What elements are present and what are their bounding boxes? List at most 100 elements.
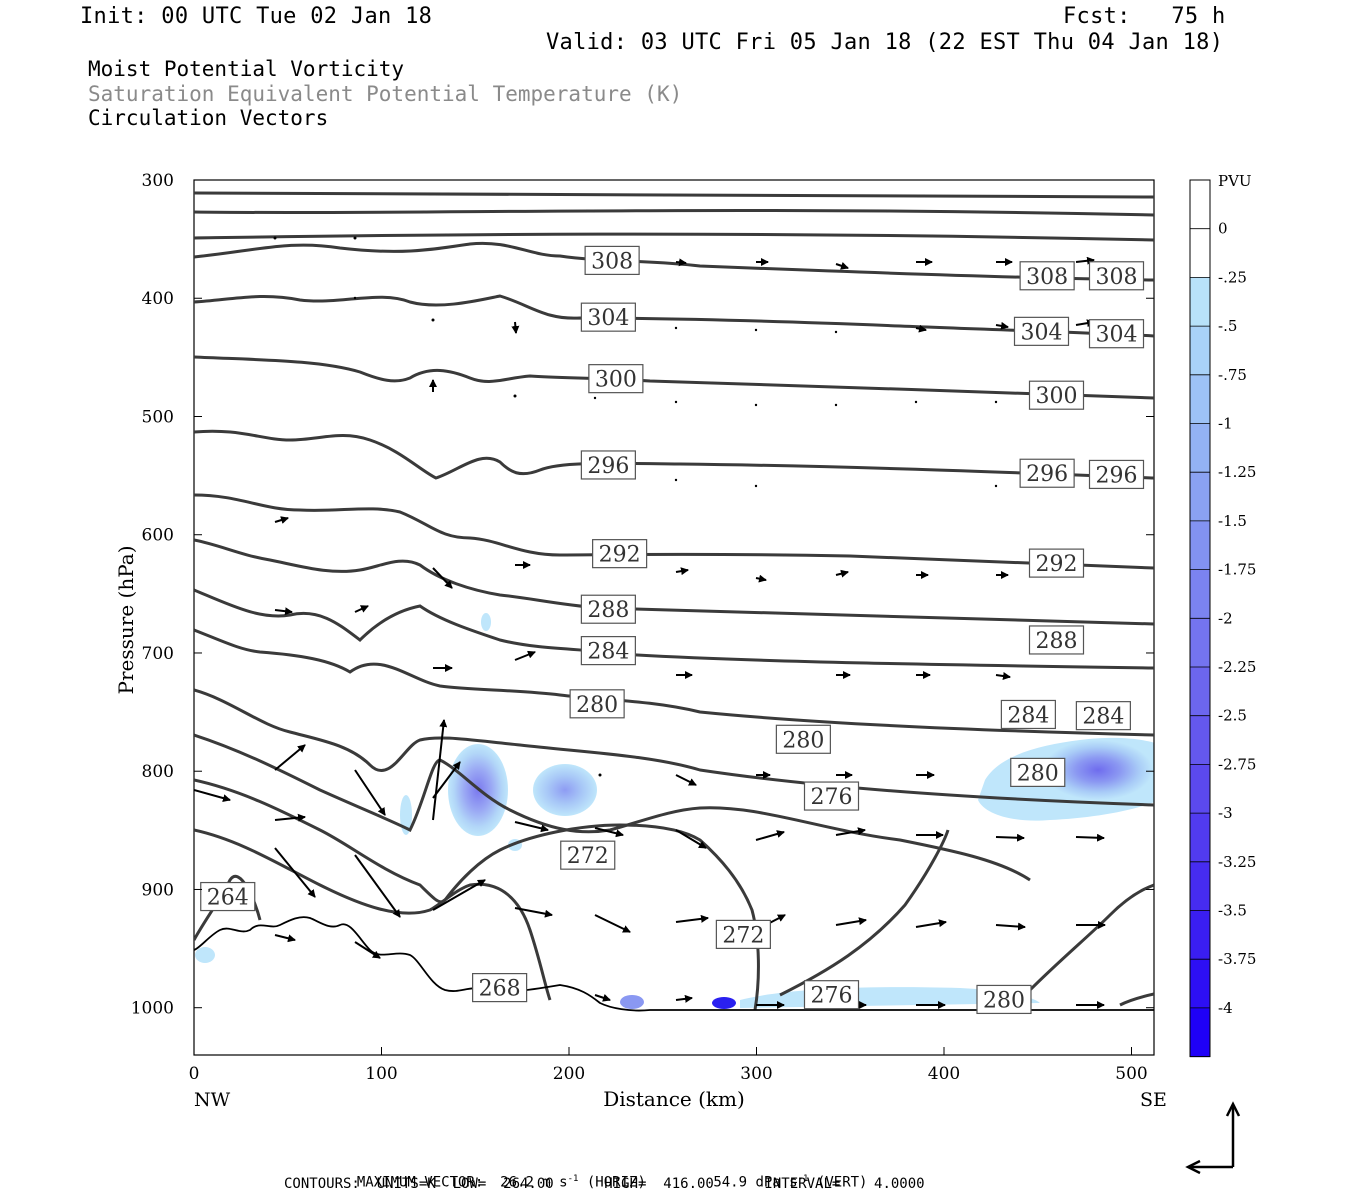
x-tick-label: 0 xyxy=(189,1064,200,1084)
max-vert-tag: (VERT) xyxy=(816,1174,868,1191)
contour-label-text: 272 xyxy=(722,923,764,948)
max-vector-label: MAXIMUM VECTOR: xyxy=(356,1174,484,1191)
contour-label: 304 xyxy=(1088,319,1145,349)
colorbar-level-label: -.25 xyxy=(1218,268,1247,286)
init-time: Init: 00 UTC Tue 02 Jan 18 xyxy=(80,4,433,29)
contour-label-text: 300 xyxy=(1036,384,1078,409)
contour-label: 304 xyxy=(1013,316,1070,346)
contour-label-text: 308 xyxy=(1096,265,1138,290)
colorbar-swatch xyxy=(1190,861,1210,911)
contour-label: 280 xyxy=(569,689,625,719)
contour-label-text: 284 xyxy=(587,640,629,665)
contour-label: 300 xyxy=(588,364,644,394)
y-tick-label: 1000 xyxy=(131,999,174,1019)
contour-label-text: 296 xyxy=(587,454,629,479)
contour-label: 296 xyxy=(580,450,636,480)
colorbar-swatch xyxy=(1190,813,1210,863)
x-axis-label: Distance (km) xyxy=(603,1087,745,1111)
max-vector-line: MAXIMUM VECTOR: 26.2 m s-1 (HORIZ) 54.9 … xyxy=(340,1158,868,1191)
colorbar-level-label: -1.25 xyxy=(1218,463,1256,481)
contours-info: CONTOURS: UNITS=K LOW= 264.00 HIGH= 416.… xyxy=(284,1176,925,1192)
contour-label: 272 xyxy=(715,919,771,949)
theta-contours xyxy=(194,191,1154,1011)
contour-label: 308 xyxy=(1088,261,1145,291)
colorbar-level-label: -3.5 xyxy=(1218,902,1247,920)
terrain-line xyxy=(194,916,1154,1012)
contour-label-text: 308 xyxy=(1026,265,1068,290)
y-tick-label: 600 xyxy=(142,526,174,546)
contour-label: 296 xyxy=(1088,459,1145,490)
y-tick-label: 300 xyxy=(142,171,174,191)
colorbar-level-label: -2.75 xyxy=(1218,755,1256,773)
max-horiz-exp: -1 xyxy=(567,1174,579,1184)
contour-label: 280 xyxy=(775,724,831,754)
contour-label-text: 280 xyxy=(1017,761,1059,786)
x-end-label-right: SE xyxy=(1140,1089,1167,1111)
contour-label-text: 308 xyxy=(591,249,633,274)
contour-label-text: 296 xyxy=(1096,463,1138,488)
y-tick-label: 800 xyxy=(142,762,174,782)
contour-label: 268 xyxy=(472,973,528,1003)
colorbar-level-label: -3 xyxy=(1218,804,1233,822)
colorbar-swatch xyxy=(1190,228,1210,278)
colorbar-level-label: -.5 xyxy=(1218,317,1237,335)
x-end-label-left: NW xyxy=(194,1089,231,1111)
colorbar-swatch xyxy=(1190,618,1210,668)
colorbar-level-label: -1.75 xyxy=(1218,561,1256,579)
contour-label-text: 280 xyxy=(782,728,824,753)
contour-label: 264 xyxy=(200,881,256,912)
contour-label: 284 xyxy=(1000,699,1056,730)
contour-label-text: 280 xyxy=(576,693,618,718)
contour-label: 300 xyxy=(1028,380,1085,410)
circulation-vectors xyxy=(194,256,1106,1009)
contour-label-text: 268 xyxy=(479,977,521,1002)
x-tick-label: 300 xyxy=(740,1064,772,1084)
contour-label: 308 xyxy=(1019,261,1075,291)
colorbar-swatch xyxy=(1190,277,1210,327)
contour-label: 284 xyxy=(1075,701,1131,731)
y-axis-label: Pressure (hPa) xyxy=(114,546,138,695)
field-vectors: Circulation Vectors xyxy=(88,106,329,130)
y-tick-label: 500 xyxy=(142,407,174,427)
pv-colorbar: 0 -.25 -.5 -.75 -1 -1.25 -1.5 -1.75 -2 -2.25 -2.5 -… xyxy=(1189,179,1256,1058)
contour-label: 272 xyxy=(560,840,616,870)
max-horiz-value: 26.2 m s xyxy=(500,1174,568,1191)
colorbar-level-label: -1.5 xyxy=(1218,512,1247,530)
x-axis-ticks: 0 100 200 300 400 500 xyxy=(189,1047,1148,1084)
contour-label-text: 304 xyxy=(1096,323,1138,348)
max-horiz-tag: (HORIZ) xyxy=(586,1174,646,1191)
colorbar-level-label: -.75 xyxy=(1218,366,1247,384)
max-vert-value: 54.9 dPa s xyxy=(713,1174,798,1191)
contour-label-text: 288 xyxy=(587,598,629,623)
colorbar-swatch xyxy=(1190,667,1210,717)
contour-label: 280 xyxy=(976,984,1032,1015)
contour-label-text: 292 xyxy=(599,543,641,568)
contour-labels: 308 308 308 304 304 304 300 300 296 296 296 292 292 2… xyxy=(200,245,1145,1015)
contour-label: 288 xyxy=(580,594,636,624)
x-tick-label: 100 xyxy=(365,1064,397,1084)
colorbar-level-label: 0 xyxy=(1218,220,1228,238)
colorbar-unit: PVU xyxy=(1218,172,1252,190)
colorbar-swatch xyxy=(1190,423,1210,473)
colorbar-swatch xyxy=(1190,569,1210,619)
contour-label-text: 304 xyxy=(587,306,629,331)
contour-label: 308 xyxy=(584,245,640,276)
contour-label-text: 276 xyxy=(811,785,853,810)
contour-label: 276 xyxy=(803,980,860,1010)
contour-label: 296 xyxy=(1019,458,1075,488)
forecast-hour: Fcst: 75 h xyxy=(1063,4,1226,29)
colorbar-swatch xyxy=(1190,959,1210,1009)
valid-time: Valid: 03 UTC Fri 05 Jan 18 (22 EST Thu … xyxy=(546,30,1224,55)
field-theta-es: Saturation Equivalent Potential Temperat… xyxy=(88,82,683,106)
y-tick-label: 400 xyxy=(142,289,174,309)
colorbar-swatch xyxy=(1190,180,1210,230)
max-vert-exp: -1 xyxy=(797,1174,809,1184)
contour-label-text: 292 xyxy=(1036,552,1078,577)
colorbar-swatch xyxy=(1190,910,1210,960)
contour-label: 284 xyxy=(580,636,636,666)
colorbar-swatch xyxy=(1190,472,1210,522)
reference-vector-icon xyxy=(1185,1101,1241,1175)
x-tick-label: 500 xyxy=(1115,1064,1147,1084)
contour-label: 280 xyxy=(1010,757,1066,787)
